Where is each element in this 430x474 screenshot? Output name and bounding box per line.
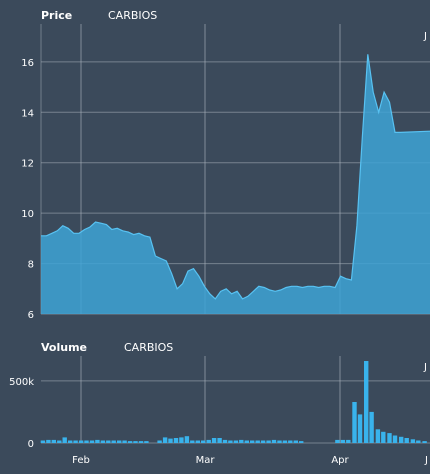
volume-bar <box>387 433 392 443</box>
price-y-tick-label: 16 <box>21 58 34 69</box>
volume-bar <box>250 440 255 443</box>
volume-bar <box>68 440 73 443</box>
volume-bar <box>144 441 149 443</box>
price-area-fill <box>41 54 430 315</box>
volume-y-axis: 0 500k <box>9 377 34 450</box>
volume-bar <box>255 440 260 443</box>
volume-bar <box>399 436 404 443</box>
x-tick-label: Feb <box>72 455 90 466</box>
x-tick-label: Mar <box>196 455 216 466</box>
volume-bar <box>206 439 211 443</box>
x-tick-label: J <box>424 455 428 466</box>
volume-bar <box>369 411 374 443</box>
price-y-tick-label: 14 <box>21 108 34 119</box>
volume-bar <box>195 440 200 443</box>
volume-bar <box>233 440 239 443</box>
volume-bar <box>244 440 249 443</box>
volume-bar <box>217 438 222 443</box>
volume-bar <box>416 440 421 443</box>
volume-bar <box>404 438 409 443</box>
volume-bar <box>222 439 228 443</box>
volume-bar <box>168 438 173 443</box>
volume-bar <box>288 440 293 443</box>
volume-bar <box>239 439 244 443</box>
volume-bar <box>57 440 62 443</box>
volume-bar <box>173 438 179 443</box>
volume-bar <box>211 438 217 443</box>
volume-bar <box>122 440 127 443</box>
volume-bar <box>106 440 111 443</box>
price-y-tick-label: 6 <box>28 310 34 321</box>
volume-bar <box>277 440 282 443</box>
volume-top-month-label: J <box>423 362 427 373</box>
volume-bar <box>184 436 190 443</box>
volume-bar-series <box>40 361 427 443</box>
volume-bar <box>179 437 184 443</box>
volume-bar <box>138 441 144 443</box>
volume-bar <box>375 429 381 443</box>
volume-bar <box>89 440 95 443</box>
volume-bar <box>346 439 351 443</box>
volume-bar <box>410 439 416 443</box>
volume-bar <box>62 437 67 443</box>
volume-bar <box>357 414 363 443</box>
volume-y-tick-label: 0 <box>28 439 34 450</box>
volume-bar <box>364 361 369 443</box>
volume-bar <box>78 440 84 443</box>
price-area-series <box>41 54 430 315</box>
price-y-tick-label: 10 <box>21 209 34 220</box>
volume-y-tick-label: 500k <box>9 377 34 388</box>
price-top-month-label: J <box>423 31 427 42</box>
price-line <box>41 54 430 300</box>
volume-bar <box>127 441 133 443</box>
volume-bar <box>201 440 206 443</box>
volume-bar <box>299 441 304 443</box>
volume-bar <box>100 440 106 443</box>
volume-bar <box>190 440 195 443</box>
volume-bar <box>260 440 266 443</box>
volume-bar <box>340 439 346 443</box>
price-y-tick-label: 12 <box>21 159 34 170</box>
price-panel-symbol: CARBIOS <box>108 9 157 22</box>
volume-bar <box>157 440 162 443</box>
volume-bar <box>271 439 277 443</box>
volume-panel-symbol: CARBIOS <box>124 341 173 354</box>
x-axis: Feb Mar Apr J J J <box>72 31 428 466</box>
volume-bar <box>422 441 427 443</box>
volume-bar <box>162 437 168 443</box>
volume-bar <box>293 440 298 443</box>
volume-bar <box>117 440 122 443</box>
x-tick-label: Apr <box>331 455 349 466</box>
volume-bar <box>84 440 89 443</box>
volume-bar <box>111 440 116 443</box>
volume-bar <box>392 435 398 443</box>
price-y-axis: 6 8 10 12 14 16 <box>21 58 34 321</box>
volume-bar <box>133 441 138 443</box>
price-panel-label: Price <box>41 9 72 22</box>
volume-bar <box>95 439 100 443</box>
volume-bar <box>40 440 46 443</box>
volume-bar <box>73 440 78 443</box>
volume-bar <box>51 439 56 443</box>
price-y-tick-label: 8 <box>28 260 34 271</box>
volume-bar <box>46 439 51 443</box>
volume-bar <box>352 402 357 443</box>
volume-bar <box>381 431 386 443</box>
volume-bar <box>266 440 271 443</box>
volume-bar <box>282 440 288 443</box>
volume-bar <box>335 439 340 443</box>
volume-bar <box>228 440 233 443</box>
volume-panel-label: Volume <box>41 341 87 354</box>
